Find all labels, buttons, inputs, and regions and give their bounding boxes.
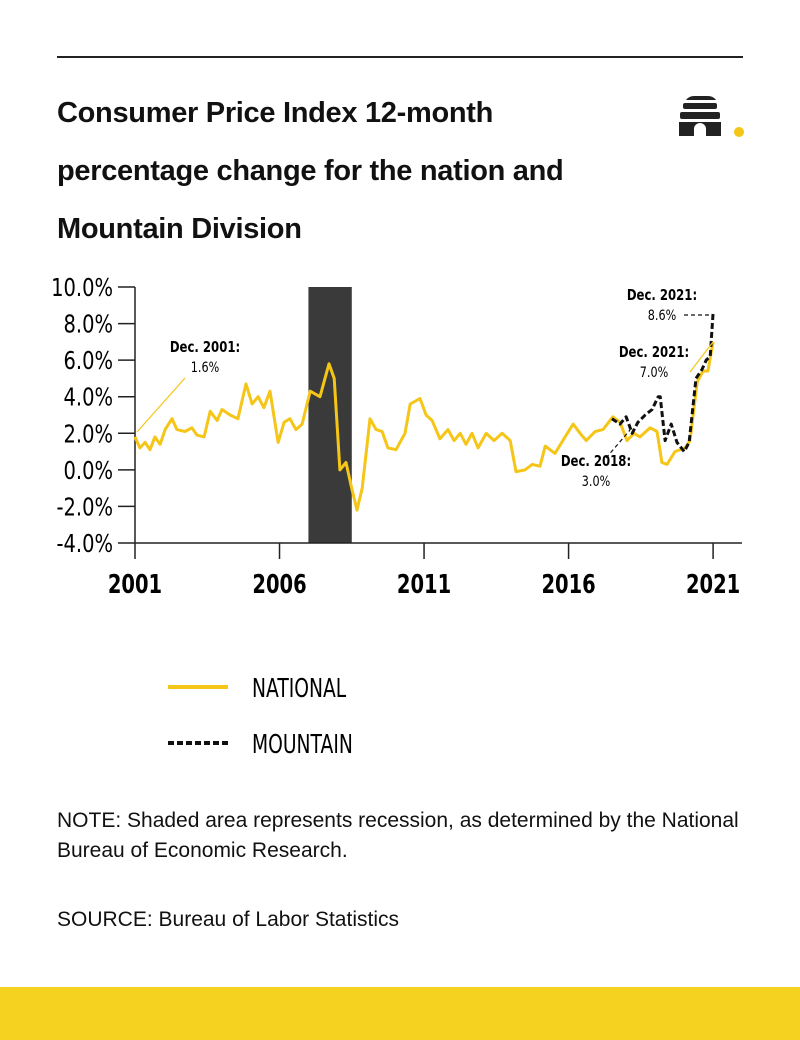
x-tick-label: 2011 [397, 570, 451, 599]
y-tick-label: 2.0% [63, 420, 113, 449]
chart-title: Consumer Price Index 12-month percentage… [57, 97, 564, 245]
chart: 10.0% 8.0% 6.0% 4.0% 2.0% 0.0% -2.0% -4.0% 2001 2… [51, 96, 744, 760]
y-tick-label: 4.0% [63, 383, 113, 412]
annotation-title: Dec. 2021: [627, 288, 697, 305]
x-tick-label: 2006 [252, 570, 306, 599]
y-tick-label: 0.0% [63, 457, 113, 486]
footer-band [0, 987, 800, 1040]
x-tick-label: 2001 [108, 570, 162, 599]
annotation-leader [605, 429, 631, 459]
top-rule [57, 56, 743, 58]
legend-label: NATIONAL [252, 674, 347, 704]
source: SOURCE: Bureau of Labor Statistics [57, 908, 399, 931]
annotation-value: 3.0% [582, 473, 610, 490]
annotation-title: Dec. 2001: [170, 340, 240, 357]
y-tick-label: 6.0% [63, 347, 113, 376]
series-line [611, 312, 715, 454]
y-tick-label: 10.0% [51, 274, 113, 303]
annotation-title: Dec. 2021: [619, 345, 689, 362]
legend-label: MOUNTAIN [252, 730, 353, 760]
y-tick-label: -4.0% [56, 530, 113, 559]
annotation-leader [689, 341, 714, 373]
series-line [133, 341, 715, 512]
y-tick-label: -2.0% [56, 493, 113, 522]
recession-shade [308, 287, 352, 543]
x-tick-label: 2016 [541, 570, 595, 599]
x-tick-label: 2021 [686, 570, 740, 599]
annotation-value: 8.6% [648, 307, 676, 324]
annotation-leader [136, 377, 186, 433]
y-tick-label: 8.0% [63, 310, 113, 339]
annotation-value: 1.6% [191, 359, 219, 376]
note: NOTE: Shaded area represents recession, … [57, 809, 739, 862]
annotation-title: Dec. 2018: [561, 454, 631, 471]
logo [679, 96, 744, 137]
annotation-value: 7.0% [640, 364, 668, 381]
